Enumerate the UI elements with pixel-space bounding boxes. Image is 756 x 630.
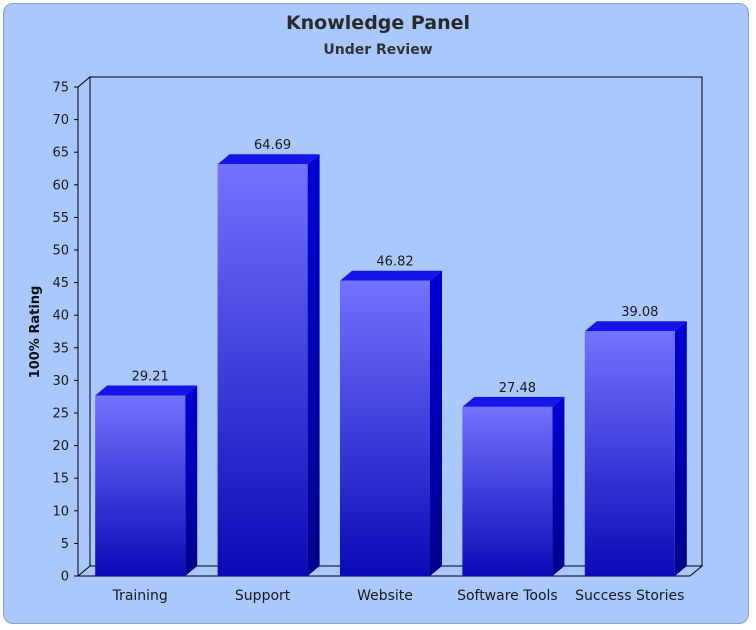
bar: [217, 154, 320, 577]
x-category-label: Website: [357, 588, 413, 604]
bar-side: [552, 396, 565, 576]
plot-frame: [76, 75, 704, 577]
y-tick-label: 15: [52, 472, 69, 487]
bar-top: [462, 396, 565, 407]
y-tick-label: 0: [61, 570, 69, 585]
y-axis-label: 100% Rating: [28, 286, 43, 379]
data-label: 46.82: [376, 255, 413, 270]
y-tick-label: 55: [52, 211, 69, 226]
y-tick-label: 25: [52, 407, 69, 422]
x-category-label: Software Tools: [457, 588, 558, 604]
bar-top: [584, 321, 687, 332]
bar-front: [217, 164, 308, 577]
y-tick-label: 65: [52, 146, 69, 161]
data-label: 27.48: [499, 381, 536, 396]
back-wall: [90, 76, 703, 566]
y-tick-label: 40: [52, 309, 69, 324]
chart-subtitle: Under Review: [323, 42, 433, 58]
chart-title: Knowledge Panel: [285, 12, 471, 34]
y-axis-ticks: 0 5 10 15 20 25 30 35 40 45 50 55 60 65 70 75: [52, 81, 78, 585]
x-axis-categories: Training Support Website Software Tools Succ…: [112, 588, 685, 604]
bar: [462, 396, 565, 576]
data-label: 39.08: [621, 305, 658, 320]
bar-side: [185, 385, 198, 576]
y-tick-label: 20: [52, 439, 69, 454]
bar-front: [95, 395, 186, 576]
left-wall: [77, 75, 91, 576]
y-tick-label: 30: [52, 374, 69, 389]
y-tick-label: 45: [52, 276, 69, 291]
bar-front: [462, 406, 553, 576]
y-tick-label: 70: [52, 113, 69, 128]
x-category-label: Training: [112, 588, 168, 604]
y-tick-label: 50: [52, 244, 69, 259]
y-tick-label: 10: [52, 504, 69, 519]
bar: [584, 321, 687, 576]
bar-side: [307, 154, 320, 577]
bar-top: [95, 385, 198, 396]
bar-top: [217, 154, 320, 165]
bar-front: [584, 331, 675, 576]
bar-side: [430, 270, 442, 576]
y-tick-label: 75: [52, 81, 69, 96]
x-category-label: Success Stories: [575, 588, 684, 604]
bar-front: [340, 280, 430, 576]
data-label: 64.69: [254, 138, 291, 153]
bar: [340, 270, 442, 576]
bars-group: 29.21 64.69 46.82 27.48 39.08: [95, 138, 687, 577]
y-tick-label: 60: [52, 178, 69, 193]
data-label: 29.21: [132, 370, 169, 385]
y-tick-label: 35: [52, 341, 69, 356]
y-tick-label: 5: [61, 537, 69, 552]
x-category-label: Support: [235, 588, 291, 604]
bar: [95, 385, 198, 576]
bar-side: [674, 321, 687, 576]
bar-top: [340, 270, 442, 281]
